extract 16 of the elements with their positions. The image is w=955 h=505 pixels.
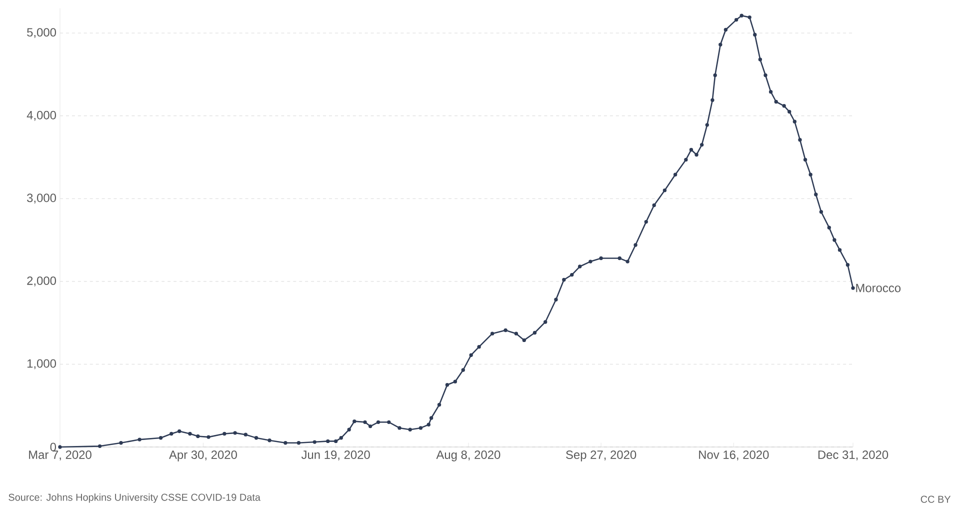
x-tick-label: Sep 27, 2020 [566,450,636,462]
x-tick-label: Nov 16, 2020 [699,450,769,460]
y-tick-label: 2,000 [27,276,56,286]
x-tick-label: Mar 7, 2020 [29,450,92,460]
x-tick-label: Aug 8, 2020 [436,450,500,462]
source-note: Source: Johns Hopkins University CSSE COVID-19 Data [8,494,260,503]
y-tick-label: 3,000 [27,194,56,204]
text: CC BY [920,496,951,503]
y-tick-label: 5,000 [27,28,56,38]
series-label: Morocco [856,284,901,292]
y-tick-label: 0 [50,442,56,452]
y-tick-label: 4,000 [26,110,56,121]
y-tick-label: 1,000 [27,359,56,370]
x-tick-label: Apr 30, 2020 [169,450,237,462]
x-tick-label: Dec 31, 2020 [818,450,888,460]
x-tick-label: Jun 19, 2020 [301,450,370,460]
